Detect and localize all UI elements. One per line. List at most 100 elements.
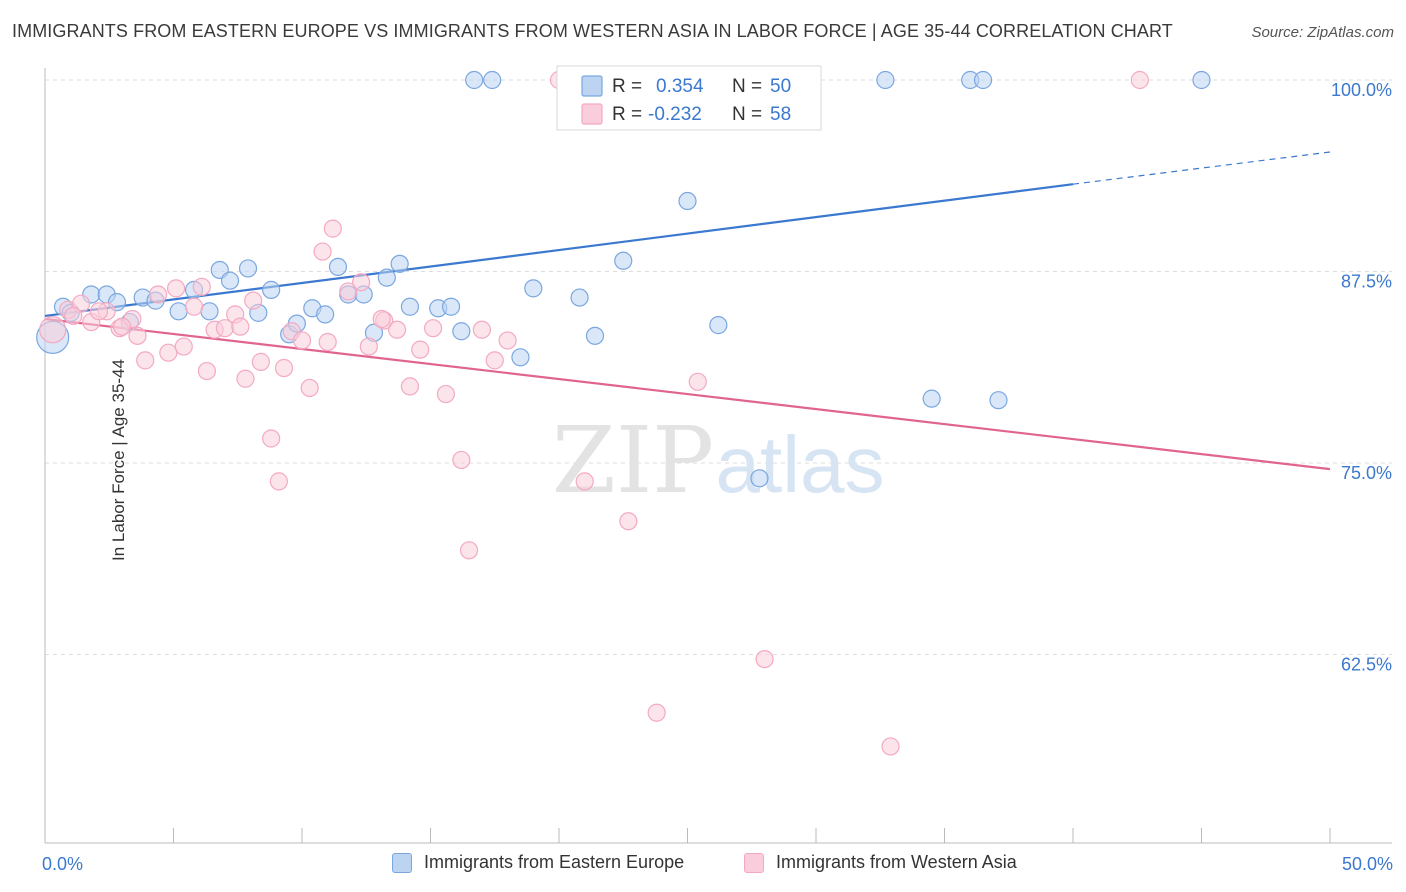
point-series0-49 xyxy=(1192,70,1211,90)
chart-title: IMMIGRANTS FROM EASTERN EUROPE VS IMMIGR… xyxy=(12,21,1173,41)
grid-lines xyxy=(45,79,1392,655)
x-tick-labels: 0.0% 50.0% xyxy=(42,854,1393,874)
legend-item-eastern-europe: Immigrants from Eastern Europe xyxy=(392,852,684,873)
trend-line-1 xyxy=(44,317,1331,471)
legend-r-value-2: -0.232 xyxy=(648,104,702,125)
point-series0-44 xyxy=(876,70,895,90)
legend-swatch-pink xyxy=(744,852,764,873)
y-axis-label: In Labor Force | Age 35-44 xyxy=(108,359,128,561)
legend-box: R = 0.354 N = 50 R = -0.232 N = 58 xyxy=(556,65,822,131)
y-tick-label-2: 87.5% xyxy=(1341,272,1392,292)
point-series1-11 xyxy=(166,279,186,298)
point-series1-19 xyxy=(236,369,255,388)
legend-r-value-1: 0.354 xyxy=(656,76,704,97)
point-series0-21 xyxy=(328,257,348,277)
axes xyxy=(44,68,1392,844)
point-series0-42 xyxy=(750,469,769,488)
legend-r-label-1: R = xyxy=(612,76,647,97)
point-series0-48 xyxy=(989,391,1008,410)
point-series0-13 xyxy=(220,271,240,290)
point-series1-32 xyxy=(359,337,378,356)
point-series1-27 xyxy=(300,378,319,398)
point-series1-48 xyxy=(688,372,707,391)
point-series1-24 xyxy=(274,358,294,378)
point-series1-38 xyxy=(436,384,456,404)
point-series0-16 xyxy=(262,280,281,299)
legend-swatch-blue xyxy=(392,852,412,873)
legend-item-western-asia: Immigrants from Western Asia xyxy=(744,852,1017,873)
legend-label-western-asia: Immigrants from Western Asia xyxy=(776,852,1017,872)
legend-n-value-1: 50 xyxy=(770,76,791,97)
point-series0-25 xyxy=(377,268,396,287)
trend-line-0 xyxy=(44,183,1074,318)
y-tick-label-3: 100.0% xyxy=(1331,80,1392,100)
y-tick-label-0: 62.5% xyxy=(1341,655,1392,675)
y-tick-labels: 62.5% 75.0% 87.5% 100.0% xyxy=(1331,80,1392,675)
point-series0-37 xyxy=(614,251,633,270)
point-series1-28 xyxy=(313,242,332,261)
point-series0-11 xyxy=(200,302,219,321)
point-series1-36 xyxy=(411,340,430,359)
point-series0-33 xyxy=(511,348,530,367)
point-series1-12 xyxy=(174,337,193,356)
x-tick-label-0: 0.0% xyxy=(42,854,83,874)
point-series1-20 xyxy=(244,291,263,310)
point-series0-20 xyxy=(316,305,335,324)
point-series1-9 xyxy=(148,285,168,304)
point-series1-15 xyxy=(197,361,217,381)
point-series1-8 xyxy=(136,351,155,370)
point-series1-53 xyxy=(89,302,109,321)
point-series1-13 xyxy=(184,297,204,316)
x-tick-label-1: 50.0% xyxy=(1342,854,1393,874)
point-series1-29 xyxy=(323,219,342,238)
point-series1-46 xyxy=(619,512,638,531)
point-series0-35 xyxy=(570,288,589,307)
y-tick-label-1: 75.0% xyxy=(1341,463,1392,483)
point-series0-36 xyxy=(585,326,605,345)
point-series1-35 xyxy=(400,377,420,396)
source-credit: Source: ZipAtlas.com xyxy=(1251,24,1394,41)
legend-r-label-2: R = xyxy=(612,104,647,125)
point-series1-47 xyxy=(647,703,666,722)
point-series1-21 xyxy=(251,352,270,371)
bottom-legend: Immigrants from Eastern Europe Immigrant… xyxy=(0,852,1406,878)
legend-label-eastern-europe: Immigrants from Eastern Europe xyxy=(424,852,685,872)
point-series1-26 xyxy=(292,331,312,350)
point-series1-55 xyxy=(372,309,391,329)
point-series1-40 xyxy=(459,541,479,560)
point-series1-43 xyxy=(498,331,517,350)
trend-line-extension-0 xyxy=(1072,151,1331,185)
point-series0-34 xyxy=(524,279,543,298)
legend-n-label-1: N = xyxy=(732,76,767,97)
point-series0-32 xyxy=(483,70,502,90)
point-series1-45 xyxy=(575,472,594,491)
point-series0-41 xyxy=(709,316,728,335)
legend-n-value-2: 58 xyxy=(770,104,791,125)
point-series0-27 xyxy=(400,297,420,316)
point-series0-26 xyxy=(390,254,409,273)
point-series1-7 xyxy=(128,326,147,345)
point-series0-31 xyxy=(465,70,484,90)
point-series1-31 xyxy=(352,273,371,292)
point-series1-52 xyxy=(64,306,83,326)
point-series1-14 xyxy=(192,277,211,296)
point-series1-51 xyxy=(1130,70,1149,90)
legend-swatch-eastern-europe xyxy=(581,75,603,97)
point-series1-56 xyxy=(112,317,132,336)
point-series1-41 xyxy=(472,320,491,339)
point-series1-30 xyxy=(339,282,358,301)
point-series1-42 xyxy=(485,351,504,370)
point-series0-14 xyxy=(238,259,258,278)
point-series0-29 xyxy=(441,297,461,316)
watermark-zip: ZIP xyxy=(552,407,714,514)
point-series0-45 xyxy=(922,389,941,408)
point-series0-47 xyxy=(973,70,993,90)
trend-lines xyxy=(44,151,1331,471)
point-series0-30 xyxy=(452,322,471,341)
point-series1-39 xyxy=(452,450,471,470)
point-series0-9 xyxy=(169,302,188,321)
point-series1-34 xyxy=(387,320,407,339)
point-series1-0 xyxy=(39,316,67,344)
point-series1-54 xyxy=(318,332,337,352)
